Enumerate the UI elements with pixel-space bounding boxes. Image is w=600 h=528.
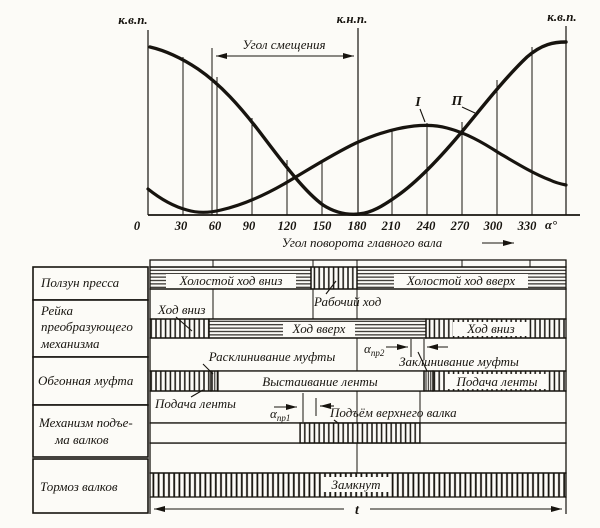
segment-rack-down1 bbox=[149, 318, 210, 339]
label-bg bbox=[166, 274, 296, 288]
segment-idle-up-label: Холостой ход вверх bbox=[406, 273, 515, 288]
axis-tick-label: 270 bbox=[450, 219, 471, 233]
curve-slider-II bbox=[148, 40, 568, 216]
unwedge-label: Расклинивание муфты bbox=[208, 349, 336, 364]
label-bg bbox=[394, 274, 528, 288]
segment-feed2-label: Подача ленты bbox=[456, 374, 538, 389]
segment-unwedge bbox=[210, 370, 219, 392]
feed-note-leader bbox=[190, 389, 204, 398]
axis-tick-label: 240 bbox=[416, 219, 437, 233]
time-label: t bbox=[355, 503, 360, 518]
axis-tick-label: 180 bbox=[348, 219, 368, 233]
axis-title: Угол поворота главного вала bbox=[282, 235, 443, 250]
axis-tick-labels: 0 30 60 90 120 150 180 210 240 270 300 3… bbox=[134, 218, 557, 233]
gridlines bbox=[182, 47, 533, 215]
axis-tick-label: 300 bbox=[483, 219, 504, 233]
row-label-rack-2: преобразующего bbox=[41, 319, 133, 334]
alpha-pr1-label: αпр1 bbox=[270, 406, 290, 423]
offset-angle-label: Угол смещения bbox=[242, 37, 325, 52]
axis-tick-label: 150 bbox=[313, 219, 333, 233]
axis-unit-label: α° bbox=[545, 218, 557, 232]
bdc-label: к.н.п. bbox=[337, 11, 368, 26]
axis-tick-label: 0 bbox=[134, 219, 141, 233]
curve-II-leader bbox=[461, 106, 476, 114]
tdc-left-label: к.в.п. bbox=[118, 12, 147, 27]
curve-I-leader bbox=[419, 108, 426, 123]
wedge-label: Заклинивание муфты bbox=[399, 354, 519, 369]
segment-rack-up-label: Ход вверх bbox=[292, 321, 346, 336]
row-label-box-rack bbox=[32, 299, 149, 358]
row-label-clutch: Обгонная муфта bbox=[38, 373, 134, 388]
curve-II-label: П bbox=[451, 94, 464, 109]
feed-note: Подача ленты bbox=[154, 396, 236, 411]
strip bbox=[149, 259, 567, 268]
roll-lift-label: Подъём верхнего валка bbox=[329, 405, 457, 420]
row-label-rack-1: Рейка bbox=[40, 303, 73, 318]
curve-I-label: I bbox=[414, 95, 421, 110]
label-bg bbox=[447, 374, 547, 389]
segment-idle-down-label: Холостой ход вниз bbox=[179, 273, 283, 288]
axis-tick-label: 60 bbox=[209, 219, 222, 233]
row-label-box-clutch bbox=[32, 356, 149, 406]
gridline-stubs bbox=[212, 260, 531, 473]
segment-roll-lift bbox=[299, 422, 421, 444]
working-stroke-label: Рабочий ход bbox=[313, 294, 382, 309]
axis-tick-label: 210 bbox=[381, 219, 402, 233]
segment-working-stroke bbox=[310, 266, 358, 290]
top-chart: к.в.п. к.н.п. к.в.п. Угол смещения I П 0… bbox=[118, 9, 580, 250]
segment-wedge bbox=[423, 370, 434, 392]
segment-rack-down2-label: Ход вниз bbox=[466, 321, 515, 336]
row-label-brake: Тормоз валков bbox=[40, 479, 118, 494]
label-bg bbox=[453, 322, 529, 336]
label-bg bbox=[323, 477, 389, 492]
rack-down-note: Ход вниз bbox=[157, 302, 206, 317]
row-label-slider: Ползун пресса bbox=[40, 275, 120, 290]
tdc-right-label: к.в.п. bbox=[547, 9, 576, 24]
segment-dwell-label: Выстаивание ленты bbox=[262, 374, 378, 389]
row-label-lift-1: Механизм подъе- bbox=[38, 415, 133, 430]
row-label-rack-3: механизма bbox=[40, 336, 100, 351]
row-label-lift-2: ма валков bbox=[54, 432, 109, 447]
alpha-pr2-label: αпр2 bbox=[364, 341, 385, 358]
label-bg bbox=[283, 322, 355, 336]
row-label-box-lift bbox=[32, 404, 149, 458]
row-label-column: Ползун пресса Рейка преобразующего механ… bbox=[32, 266, 149, 514]
axis-tick-label: 90 bbox=[243, 219, 256, 233]
segment-brake-closed-label: Замкнут bbox=[332, 477, 381, 492]
working-stroke-leader bbox=[325, 280, 337, 295]
axis-tick-label: 30 bbox=[174, 219, 188, 233]
segment-feed1 bbox=[149, 370, 212, 392]
band-chart: Холостой ход вниз Холостой ход вверх Ход… bbox=[149, 259, 567, 518]
axis-tick-label: 120 bbox=[278, 219, 298, 233]
strip bbox=[149, 442, 567, 474]
row-label-box-brake bbox=[32, 458, 149, 514]
curve-rack-I bbox=[146, 123, 568, 214]
axis-tick-label: 330 bbox=[517, 219, 538, 233]
wedge-leader bbox=[417, 351, 428, 372]
